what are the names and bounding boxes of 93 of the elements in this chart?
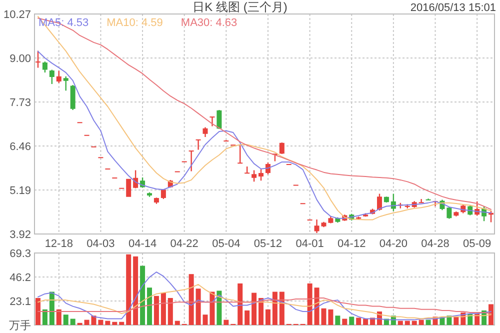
y-tick-label: 10.27 [3,9,31,21]
candlestick [70,85,76,110]
candlestick [258,169,264,181]
y-tick-label: 3.92 [10,229,31,241]
candlestick [202,127,208,137]
annotation: 2016/05/13 15:01 [410,2,496,14]
bar [168,298,173,325]
bar [188,274,194,325]
x-tick-label: 05-04 [212,238,240,250]
bar [244,310,250,325]
candlestick [377,194,382,210]
candlestick [252,170,257,182]
bar [70,318,76,325]
text: MA30: 4.63 [180,17,238,29]
x-tick-label: 04-20 [379,238,408,250]
bar [265,309,270,325]
candlestick [188,150,194,172]
bar [363,318,368,325]
bar [398,320,403,325]
y-tick-label: 7.73 [10,97,31,109]
bar [454,316,459,325]
bar [238,283,243,325]
bar [147,288,152,325]
candlestick [384,196,389,202]
bar [335,316,340,325]
candlestick [279,142,284,154]
x-tick-label: 04-12 [338,238,366,250]
bar [98,320,104,325]
line-series [37,50,492,219]
bar [328,309,334,325]
bar [56,309,62,325]
y-tick-label: 69.3 [10,248,31,260]
bar [412,320,417,325]
line-series [37,272,492,320]
x-tick-label: 04-14 [128,238,157,250]
y-tick-label: 9.00 [10,53,31,65]
candlestick [328,216,334,224]
candlestick [446,206,452,219]
candlestick [154,198,159,204]
bar [216,290,222,325]
bar [160,292,166,325]
candlestick [210,116,215,126]
bar [140,266,146,325]
x-tick-label: 05-09 [463,238,492,250]
x-tick-label: 04-01 [296,238,324,250]
candlestick [49,70,54,84]
x-tick-label: 04-22 [170,238,198,250]
bar [272,292,278,325]
bar [404,320,410,325]
y-tick-label: 6.46 [10,141,31,153]
bar [126,254,132,325]
y-tick-label: 5.19 [10,185,31,197]
x-tick-label: 04-03 [86,238,115,250]
candlestick [216,110,222,130]
bar [112,322,118,325]
bar [133,256,138,325]
candlestick [56,70,62,83]
text: MA10: 4.59 [106,17,163,29]
candlestick [147,192,152,197]
bar [488,304,494,325]
bar [349,316,354,325]
bar [154,296,159,325]
x-tick-label: 04-28 [421,238,450,250]
x-tick-label: 12-18 [44,238,73,250]
line-series [37,297,492,314]
candlestick [63,76,68,91]
candlestick [160,189,166,200]
y-tick-label: 23.1 [10,296,31,308]
candlestick [454,211,459,216]
line-series [37,284,492,320]
bar [174,320,180,325]
bar [356,318,362,325]
bar [196,288,201,325]
bar [224,320,229,325]
bar [426,320,431,325]
candlestick [42,61,48,73]
bar [35,298,40,325]
y-tick-label: 46.2 [10,272,31,284]
candlestick [356,216,362,220]
bar [307,283,312,325]
bar [342,318,348,325]
y-tick-label: 万手 [9,319,31,332]
candlestick [418,199,424,204]
bar [119,322,124,325]
candlestick [196,139,201,150]
bar [418,320,424,325]
chart-title: 日K 线图 (三个月) [192,0,288,14]
bar [63,314,68,325]
x-tick-label: 05-12 [254,238,282,250]
bar [252,292,257,325]
bar [105,320,110,325]
bar [42,309,48,325]
candlestick [126,178,132,197]
